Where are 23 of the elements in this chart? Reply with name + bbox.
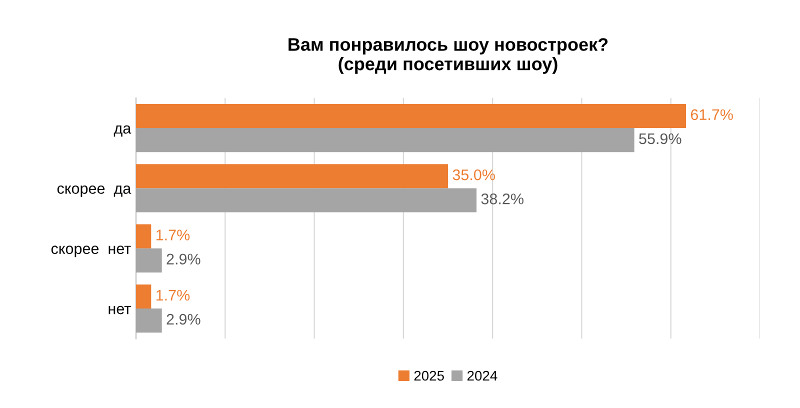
legend-label: 2024: [467, 370, 498, 381]
y-tick-label: скорее нет: [51, 246, 131, 258]
bar: [136, 164, 448, 188]
bar: [136, 308, 162, 333]
data-label: 55.9%: [639, 133, 682, 144]
y-tick-label: скорее да: [57, 186, 132, 197]
bar: [136, 248, 162, 272]
data-label: 2.9%: [166, 314, 200, 325]
bar: [136, 128, 634, 152]
bar: [136, 284, 152, 309]
data-label: 61.7%: [690, 109, 733, 120]
data-label: 2.9%: [166, 254, 200, 265]
data-label: 1.7%: [156, 290, 190, 301]
data-label: 1.7%: [156, 230, 190, 240]
bar: [136, 188, 477, 212]
y-tick-label: да: [114, 125, 132, 137]
y-tick-label: нет: [108, 306, 131, 314]
data-label: 35.0%: [452, 169, 495, 180]
bar: [136, 104, 686, 128]
chart-title: Вам понравилось шоу новостроек? (среди посетивших шоу): [288, 38, 608, 74]
bar: [136, 224, 152, 248]
legend-label: 2025: [414, 370, 444, 381]
data-label: 38.2%: [481, 194, 524, 204]
